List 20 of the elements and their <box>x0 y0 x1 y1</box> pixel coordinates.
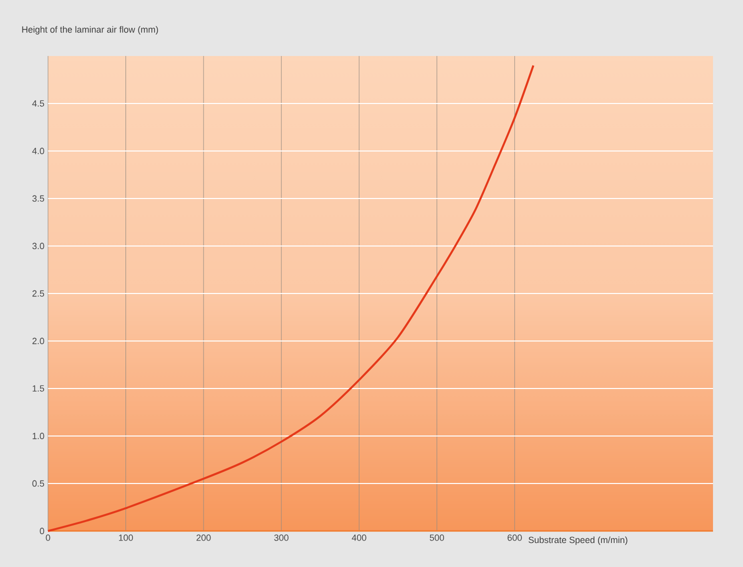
y-tick-label: 2.0 <box>32 338 44 344</box>
y-tick-label: 1.0 <box>32 432 44 440</box>
y-tick-label: 3.5 <box>32 195 44 202</box>
y-tick-label: 0 <box>40 528 44 534</box>
y-tick-label: 2.5 <box>32 290 44 297</box>
y-tick-label: 1.5 <box>32 385 44 392</box>
y-tick-label: 4.0 <box>32 148 44 154</box>
x-tick-label: 400 <box>352 534 366 541</box>
x-tick-label: 300 <box>274 534 288 541</box>
y-axis-title: Height of the laminar air flow (mm) <box>22 26 158 34</box>
x-tick-label: 600 <box>508 534 522 541</box>
x-axis-title: Substrate Speed (m/min) <box>528 536 628 545</box>
y-tick-label: 3.0 <box>32 242 44 250</box>
x-tick-label: 200 <box>196 534 211 541</box>
x-tick-label: 100 <box>118 534 133 541</box>
line-series <box>47 64 534 532</box>
x-tick-label: 500 <box>430 534 444 541</box>
y-tick-label: 4.5 <box>32 100 44 107</box>
x-tick-label: 0 <box>46 534 50 541</box>
y-tick-label: 0.5 <box>32 480 44 487</box>
